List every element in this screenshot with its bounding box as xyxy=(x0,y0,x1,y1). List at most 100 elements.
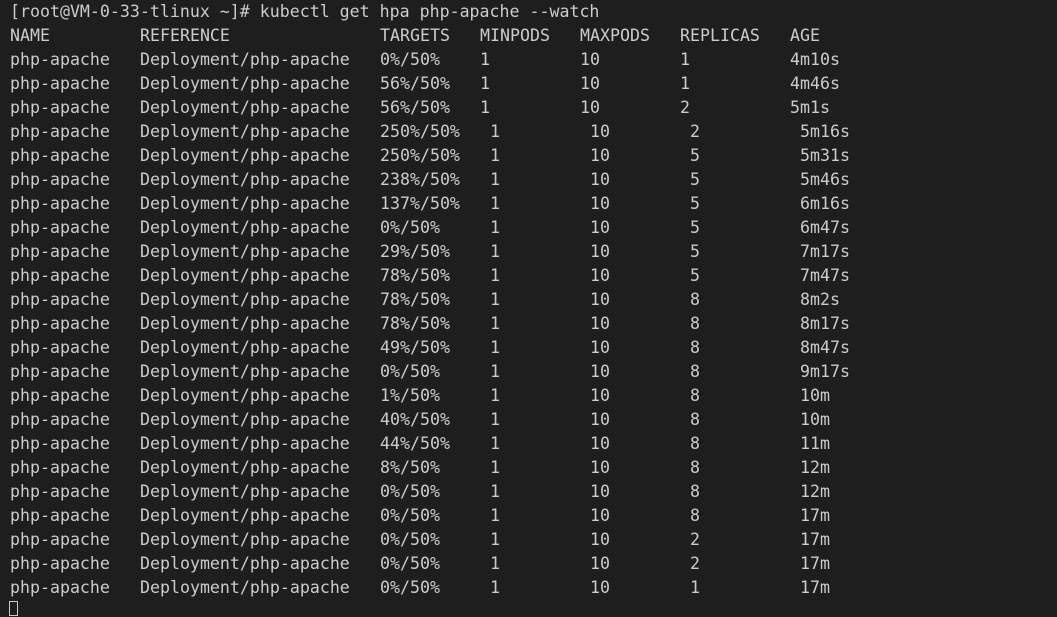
cell-name: php-apache xyxy=(10,386,110,405)
cell-reference: Deployment/php-apache xyxy=(140,194,350,213)
cell-reference: Deployment/php-apache xyxy=(140,290,350,309)
cell-age: 8m47s xyxy=(800,338,850,357)
cell-name: php-apache xyxy=(10,578,110,597)
cell-maxpods: 10 xyxy=(590,362,610,381)
cell-targets: 78%/50% xyxy=(380,266,450,285)
cell-maxpods: 10 xyxy=(590,290,610,309)
cell-targets: 56%/50% xyxy=(380,98,450,117)
cell-reference: Deployment/php-apache xyxy=(140,482,350,501)
cell-age: 5m16s xyxy=(800,122,850,141)
cell-maxpods: 10 xyxy=(580,74,600,93)
cell-age: 7m47s xyxy=(800,266,850,285)
cell-targets: 40%/50% xyxy=(380,410,450,429)
cell-minpods: 1 xyxy=(490,434,500,453)
cell-targets: 56%/50% xyxy=(380,74,450,93)
cell-age: 8m17s xyxy=(800,314,850,333)
cell-maxpods: 10 xyxy=(590,482,610,501)
cell-maxpods: 10 xyxy=(590,506,610,525)
header-reference: REFERENCE xyxy=(140,26,230,45)
cell-minpods: 1 xyxy=(490,410,500,429)
cell-reference: Deployment/php-apache xyxy=(140,98,350,117)
cell-name: php-apache xyxy=(10,362,110,381)
cell-replicas: 1 xyxy=(680,74,690,93)
cell-reference: Deployment/php-apache xyxy=(140,74,350,93)
cell-age: 12m xyxy=(800,482,830,501)
cell-reference: Deployment/php-apache xyxy=(140,50,350,69)
cell-age: 4m46s xyxy=(790,74,840,93)
cell-replicas: 8 xyxy=(690,314,700,333)
cell-reference: Deployment/php-apache xyxy=(140,434,350,453)
cell-targets: 0%/50% xyxy=(380,554,440,573)
cell-age: 10m xyxy=(800,410,830,429)
cell-replicas: 8 xyxy=(690,482,700,501)
cell-age: 6m47s xyxy=(800,218,850,237)
cell-targets: 78%/50% xyxy=(380,314,450,333)
cell-reference: Deployment/php-apache xyxy=(140,218,350,237)
cell-maxpods: 10 xyxy=(590,554,610,573)
cell-replicas: 8 xyxy=(690,290,700,309)
header-minpods: MINPODS xyxy=(480,26,550,45)
cell-targets: 238%/50% xyxy=(380,170,460,189)
cell-minpods: 1 xyxy=(490,218,500,237)
cell-age: 12m xyxy=(800,458,830,477)
cell-maxpods: 10 xyxy=(590,314,610,333)
cell-reference: Deployment/php-apache xyxy=(140,314,350,333)
cell-reference: Deployment/php-apache xyxy=(140,362,350,381)
cell-targets: 0%/50% xyxy=(380,530,440,549)
cell-minpods: 1 xyxy=(480,50,490,69)
cell-targets: 0%/50% xyxy=(380,578,440,597)
cell-targets: 0%/50% xyxy=(380,506,440,525)
cell-minpods: 1 xyxy=(490,506,500,525)
cell-targets: 0%/50% xyxy=(380,50,440,69)
cell-reference: Deployment/php-apache xyxy=(140,266,350,285)
cell-targets: 1%/50% xyxy=(380,386,440,405)
cell-minpods: 1 xyxy=(490,242,500,261)
cell-minpods: 1 xyxy=(490,482,500,501)
cell-age: 5m31s xyxy=(800,146,850,165)
cell-age: 5m46s xyxy=(800,170,850,189)
cell-maxpods: 10 xyxy=(580,98,600,117)
cell-replicas: 8 xyxy=(690,458,700,477)
cell-minpods: 1 xyxy=(490,362,500,381)
cell-name: php-apache xyxy=(10,530,110,549)
cell-reference: Deployment/php-apache xyxy=(140,242,350,261)
cell-reference: Deployment/php-apache xyxy=(140,578,350,597)
cell-reference: Deployment/php-apache xyxy=(140,410,350,429)
cell-age: 17m xyxy=(800,554,830,573)
cell-reference: Deployment/php-apache xyxy=(140,122,350,141)
cell-replicas: 1 xyxy=(680,50,690,69)
header-replicas: REPLICAS xyxy=(680,26,760,45)
cell-replicas: 2 xyxy=(680,98,690,117)
cell-name: php-apache xyxy=(10,170,110,189)
cell-maxpods: 10 xyxy=(590,338,610,357)
cell-replicas: 5 xyxy=(690,146,700,165)
cell-maxpods: 10 xyxy=(590,530,610,549)
cell-name: php-apache xyxy=(10,98,110,117)
cell-targets: 137%/50% xyxy=(380,194,460,213)
cell-targets: 250%/50% xyxy=(380,122,460,141)
cell-reference: Deployment/php-apache xyxy=(140,530,350,549)
cell-reference: Deployment/php-apache xyxy=(140,338,350,357)
cell-replicas: 5 xyxy=(690,218,700,237)
cell-maxpods: 10 xyxy=(590,458,610,477)
cell-replicas: 1 xyxy=(690,578,700,597)
cell-maxpods: 10 xyxy=(590,410,610,429)
cell-age: 11m xyxy=(800,434,830,453)
cell-replicas: 8 xyxy=(690,338,700,357)
cell-replicas: 8 xyxy=(690,386,700,405)
cell-replicas: 2 xyxy=(690,122,700,141)
cell-minpods: 1 xyxy=(490,146,500,165)
cell-reference: Deployment/php-apache xyxy=(140,458,350,477)
header-name: NAME xyxy=(10,26,50,45)
cell-maxpods: 10 xyxy=(590,386,610,405)
cell-minpods: 1 xyxy=(490,266,500,285)
cell-age: 4m10s xyxy=(790,50,840,69)
cell-replicas: 2 xyxy=(690,554,700,573)
header-age: AGE xyxy=(790,26,820,45)
cell-reference: Deployment/php-apache xyxy=(140,146,350,165)
cell-age: 17m xyxy=(800,506,830,525)
command-line: [root@VM-0-33-tlinux ~]# kubectl get hpa… xyxy=(10,2,600,21)
cell-name: php-apache xyxy=(10,410,110,429)
cell-targets: 250%/50% xyxy=(380,146,460,165)
cell-name: php-apache xyxy=(10,74,110,93)
